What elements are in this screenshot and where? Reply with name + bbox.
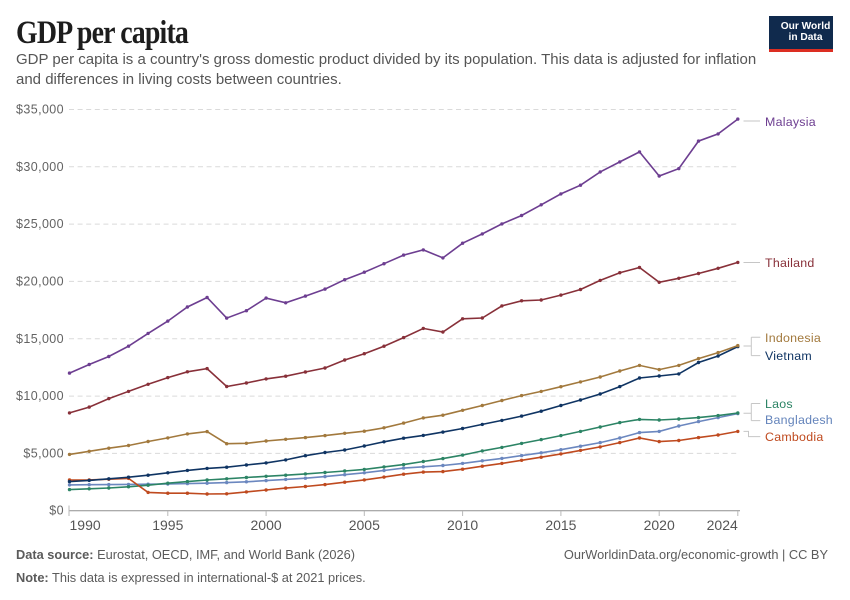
svg-text:$20,000: $20,000: [16, 274, 64, 288]
svg-text:2000: 2000: [251, 517, 282, 533]
svg-text:$15,000: $15,000: [16, 332, 64, 346]
svg-text:$0: $0: [49, 504, 64, 518]
svg-text:2010: 2010: [447, 517, 478, 533]
svg-text:$10,000: $10,000: [16, 389, 64, 403]
svg-text:$30,000: $30,000: [16, 160, 64, 174]
svg-text:Cambodia: Cambodia: [765, 430, 823, 444]
svg-text:1995: 1995: [152, 517, 183, 533]
svg-text:2015: 2015: [545, 517, 576, 533]
svg-text:Laos: Laos: [765, 397, 793, 411]
svg-text:Bangladesh: Bangladesh: [765, 413, 833, 427]
svg-text:$35,000: $35,000: [16, 103, 64, 117]
svg-text:$25,000: $25,000: [16, 217, 64, 231]
svg-text:Thailand: Thailand: [765, 256, 815, 270]
svg-text:Indonesia: Indonesia: [765, 331, 821, 345]
svg-text:2020: 2020: [644, 517, 675, 533]
svg-text:Vietnam: Vietnam: [765, 349, 812, 363]
svg-text:2024: 2024: [707, 517, 738, 533]
svg-text:2005: 2005: [349, 517, 380, 533]
svg-text:Malaysia: Malaysia: [765, 115, 816, 129]
svg-text:$5,000: $5,000: [23, 446, 64, 460]
svg-text:1990: 1990: [70, 517, 101, 533]
